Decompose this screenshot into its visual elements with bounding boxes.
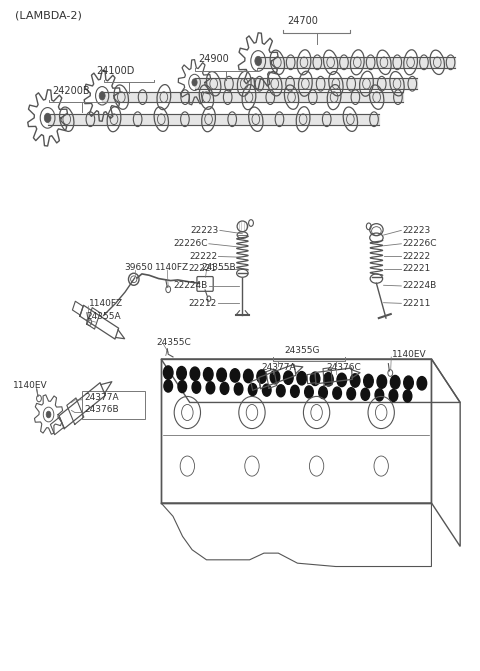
Circle shape bbox=[375, 389, 384, 401]
Circle shape bbox=[257, 370, 266, 383]
Text: 22212: 22212 bbox=[189, 299, 217, 308]
Text: 22224B: 22224B bbox=[403, 281, 437, 291]
Text: 22223: 22223 bbox=[190, 226, 218, 235]
Circle shape bbox=[389, 389, 398, 401]
Circle shape bbox=[263, 384, 271, 396]
Circle shape bbox=[290, 385, 299, 397]
Circle shape bbox=[417, 376, 427, 390]
Circle shape bbox=[270, 370, 280, 384]
Circle shape bbox=[337, 373, 347, 386]
Circle shape bbox=[310, 372, 320, 386]
Circle shape bbox=[297, 372, 307, 385]
Text: 22222: 22222 bbox=[189, 252, 217, 261]
Text: 24200B: 24200B bbox=[53, 86, 90, 96]
Circle shape bbox=[403, 390, 412, 402]
Text: 22226C: 22226C bbox=[173, 240, 207, 248]
Circle shape bbox=[248, 384, 257, 396]
Text: 24355C: 24355C bbox=[157, 338, 192, 347]
Circle shape bbox=[230, 369, 240, 382]
Text: 24100D: 24100D bbox=[96, 66, 135, 76]
Text: 1140FZ: 1140FZ bbox=[155, 263, 189, 272]
Circle shape bbox=[190, 367, 200, 380]
Text: 22211: 22211 bbox=[403, 299, 431, 308]
Circle shape bbox=[177, 366, 186, 380]
Circle shape bbox=[206, 382, 215, 394]
Text: (LAMBDA-2): (LAMBDA-2) bbox=[15, 11, 82, 21]
Text: 39650: 39650 bbox=[124, 263, 153, 272]
Circle shape bbox=[192, 79, 197, 86]
Text: 24700: 24700 bbox=[287, 16, 318, 26]
Circle shape bbox=[164, 380, 172, 392]
Text: 24355B: 24355B bbox=[202, 263, 236, 272]
Circle shape bbox=[204, 368, 213, 381]
Text: 22224B: 22224B bbox=[173, 281, 207, 291]
Text: 22222: 22222 bbox=[403, 252, 431, 261]
Circle shape bbox=[364, 374, 373, 388]
Circle shape bbox=[333, 387, 341, 399]
Circle shape bbox=[243, 369, 253, 382]
Circle shape bbox=[44, 113, 51, 123]
Text: 24355G: 24355G bbox=[285, 346, 320, 355]
Text: 1140EV: 1140EV bbox=[392, 350, 427, 359]
Circle shape bbox=[220, 382, 229, 395]
Circle shape bbox=[192, 381, 201, 393]
Circle shape bbox=[255, 56, 262, 66]
Text: 24376C: 24376C bbox=[326, 363, 361, 372]
Circle shape bbox=[377, 375, 386, 389]
Text: 1140FZ: 1140FZ bbox=[89, 299, 123, 308]
Text: 24355A: 24355A bbox=[86, 312, 120, 321]
Circle shape bbox=[163, 366, 173, 379]
Circle shape bbox=[284, 371, 293, 384]
Text: 22221: 22221 bbox=[403, 264, 431, 273]
Circle shape bbox=[324, 372, 333, 386]
Text: 24900: 24900 bbox=[198, 54, 229, 64]
Circle shape bbox=[347, 388, 356, 400]
Text: 22221: 22221 bbox=[189, 264, 217, 273]
Circle shape bbox=[99, 92, 105, 100]
Circle shape bbox=[390, 376, 400, 389]
Text: 22223: 22223 bbox=[403, 226, 431, 235]
Circle shape bbox=[178, 380, 187, 393]
Text: 24377A: 24377A bbox=[84, 393, 119, 402]
Circle shape bbox=[319, 386, 327, 399]
Circle shape bbox=[46, 411, 51, 418]
Text: 24377A: 24377A bbox=[262, 363, 296, 372]
Circle shape bbox=[234, 383, 243, 395]
Circle shape bbox=[350, 374, 360, 387]
Text: 22226C: 22226C bbox=[403, 240, 437, 248]
Circle shape bbox=[404, 376, 413, 389]
Text: 24376B: 24376B bbox=[84, 405, 119, 413]
Circle shape bbox=[276, 384, 285, 397]
Text: 1140EV: 1140EV bbox=[12, 381, 48, 391]
Circle shape bbox=[361, 389, 370, 401]
Circle shape bbox=[217, 368, 227, 382]
Circle shape bbox=[305, 386, 313, 398]
